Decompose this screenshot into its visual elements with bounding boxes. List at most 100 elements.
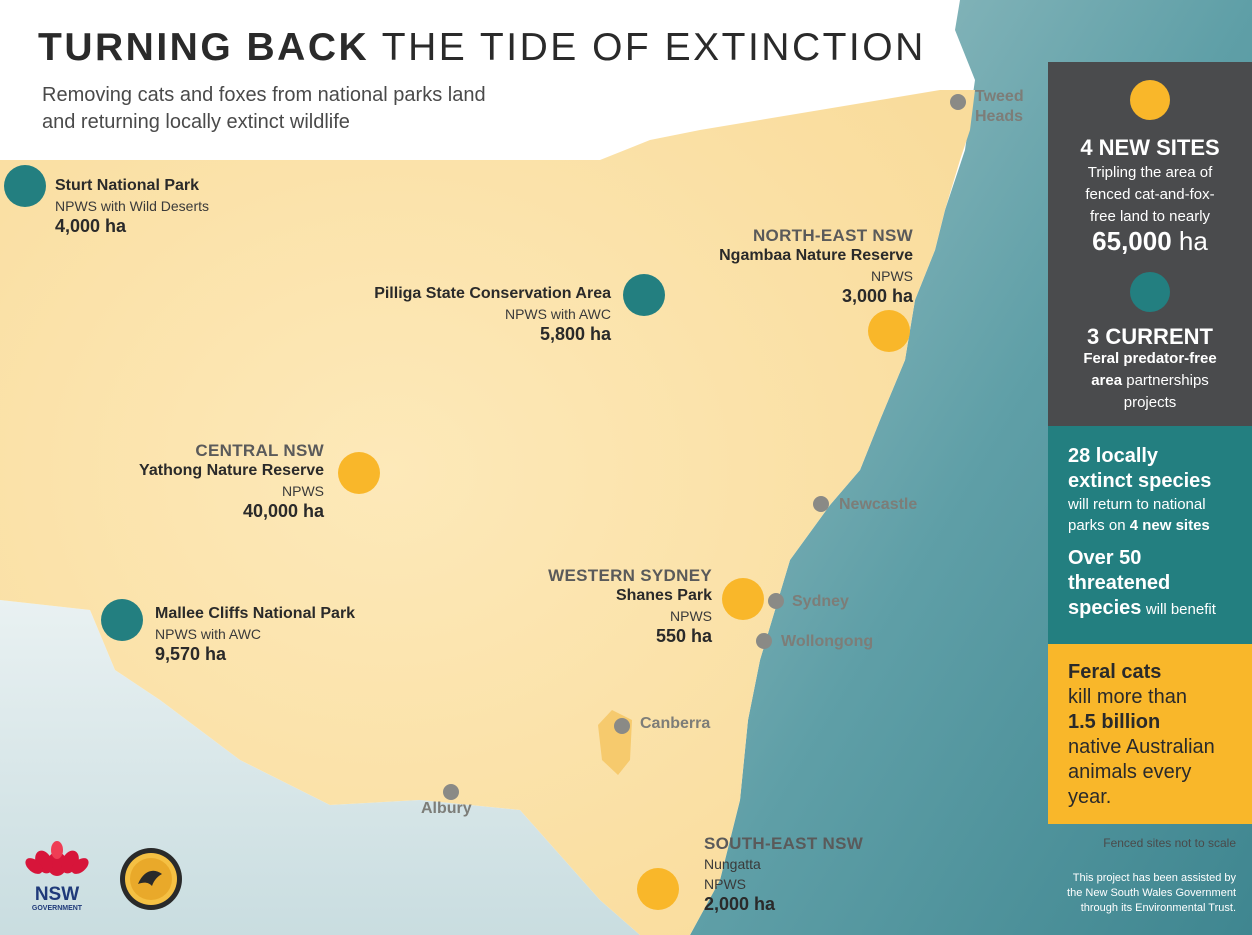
marker-nungatta[interactable] [637,868,679,910]
subtitle-line-1: Removing cats and foxes from national pa… [42,84,486,106]
nsw-government-logo: NSW GOVERNMENT [24,840,90,912]
marker-ngambaa[interactable] [868,310,910,352]
site-name: Ngambaa Nature Reserve [719,247,913,264]
city-label-albury: Albury [421,800,472,817]
city-label-sydney: Sydney [792,593,849,610]
site-region: NORTH-EAST NSW [752,226,913,245]
subtitle-line-2: and returning locally extinct wildlife [42,111,350,133]
threatened-line: species will benefit [1068,596,1252,622]
feral-cats-line: Feral cats [1068,661,1162,683]
label-mallee: Mallee Cliffs National Park NPWS with AW… [155,604,355,664]
waratah-icon [25,841,89,876]
species-text-line: will return to national [1068,496,1206,513]
title-bold-part: TURNING BACK [38,26,370,69]
species-heading-line: extinct species [1068,470,1212,492]
title-light-part: THE TIDE OF EXTINCTION [381,26,926,69]
marker-mallee[interactable] [101,599,143,641]
site-org: NPWS with AWC [504,306,611,322]
label-sturt: Sturt National Park NPWS with Wild Deser… [55,176,209,236]
new-sites-text-line: free land to nearly [1089,208,1211,225]
new-sites-total-area: 65,000 ha [1048,226,1252,257]
marker-sturt[interactable] [4,165,46,207]
site-region: CENTRAL NSW [195,441,324,460]
threatened-line: Over 50 [1068,547,1142,569]
city-dot-tweed-heads [950,94,966,110]
site-region: WESTERN SYDNEY [548,566,712,585]
site-region: SOUTH-EAST NSW [704,834,864,853]
species-text-line: parks on 4 new sites [1068,515,1252,536]
label-ngambaa: NORTH-EAST NSW Ngambaa Nature Reserve NP… [719,226,913,306]
new-sites-heading: 4 NEW SITES [1080,135,1220,160]
city-dot-sydney [768,593,784,609]
feral-cats-line: kill more than [1068,686,1187,708]
note-line: through its Environmental Trust. [1080,902,1236,914]
threatened-line: threatened [1068,572,1171,594]
current-sites-legend-dot [1130,272,1170,312]
site-name: Yathong Nature Reserve [139,462,324,479]
current-sites-text: Feral predator-free area partnerships pr… [1048,348,1252,414]
site-name: Mallee Cliffs National Park [155,605,356,622]
text-regular: partnerships [1126,372,1209,389]
marker-shanes-park[interactable] [722,578,764,620]
text-regular: parks on [1068,517,1126,534]
nsw-wordmark: NSW [34,884,80,905]
site-area: 3,000 ha [841,286,913,306]
site-area: 5,800 ha [539,324,611,344]
note-line: This project has been assisted by [1072,872,1236,884]
threatened-species-text: Over 50 threatened species will benefit [1068,546,1252,622]
site-name: Pilliga State Conservation Area [374,285,611,302]
site-org: NPWS [704,876,746,892]
city-label-newcastle: Newcastle [839,496,918,513]
feral-cats-line: year. [1068,786,1112,808]
nsw-wordmark-sub: GOVERNMENT [31,905,83,912]
feral-cats-text: Feral cats kill more than 1.5 billion na… [1068,660,1252,810]
feral-cats-line: 1.5 billion [1068,711,1161,733]
species-panel: 28 locally extinct species will return t… [1048,426,1252,644]
site-org: NPWS with AWC [155,626,262,642]
city-dot-canberra [614,718,630,734]
scale-note: Fenced sites not to scale [1103,836,1236,850]
label-pilliga: Pilliga State Conservation Area NPWS wit… [374,284,611,344]
text-bold: area [1091,372,1123,389]
sites-summary-panel: 4 NEW SITES Tripling the area of fenced … [1048,62,1252,426]
current-sites-text-line: area partnerships [1048,370,1252,392]
site-name: Sturt National Park [55,177,200,194]
marker-pilliga[interactable] [623,274,665,316]
new-sites-text-line: Tripling the area of [1087,164,1213,181]
new-sites-legend-dot [1130,80,1170,120]
species-text: will return to national parks on 4 new s… [1068,494,1252,536]
npws-logo [118,846,184,912]
city-label-wollongong: Wollongong [781,633,874,650]
site-org: NPWS [282,483,324,499]
site-area: 9,570 ha [155,644,227,664]
current-sites-text-line: Feral predator-free [1083,350,1217,367]
city-dot-wollongong [756,633,772,649]
text-bold: 4 new sites [1129,517,1210,534]
site-name: Shanes Park [615,587,712,604]
nsw-landmass [0,90,975,935]
feral-cats-line: animals every [1068,761,1192,783]
text-regular: will benefit [1145,601,1216,618]
feral-cats-panel: Feral cats kill more than 1.5 billion na… [1048,644,1252,824]
site-name: Nungatta [704,856,761,872]
city-label-line: Heads [975,108,1024,125]
city-label-line: Tweed [975,88,1024,105]
text-bold: species [1068,597,1142,619]
species-heading-line: 28 locally [1068,445,1159,467]
site-org: NPWS with Wild Deserts [55,198,210,214]
total-area-unit: ha [1178,226,1208,256]
site-org: NPWS [871,268,913,284]
site-area: 4,000 ha [55,216,127,236]
site-area: 550 ha [655,626,712,646]
city-label-tweed-heads: Tweed Heads [975,87,1024,127]
species-heading: 28 locally extinct species [1068,444,1252,494]
marker-yathong[interactable] [338,452,380,494]
city-dot-newcastle [813,496,829,512]
city-dot-albury [443,784,459,800]
city-label-canberra: Canberra [640,715,711,732]
site-area: 40,000 ha [242,501,324,521]
label-yathong: CENTRAL NSW Yathong Nature Reserve NPWS … [139,441,324,521]
current-sites-text-line: projects [1123,394,1177,411]
note-line: the New South Wales Government [1067,887,1236,899]
